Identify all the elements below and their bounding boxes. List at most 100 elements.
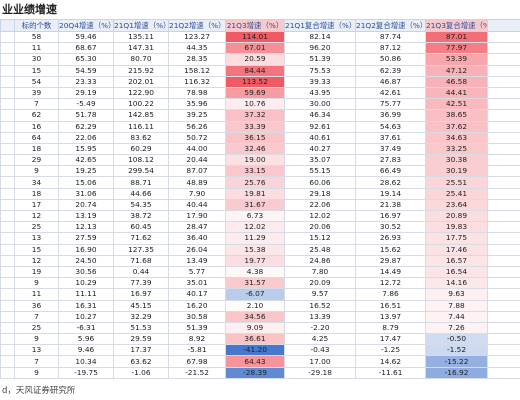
- table-row: 13 27.59 71.62 36.40 11.29 15.12 26.93 17.75: [0, 232, 520, 245]
- table-row: 12 13.19 38.72 17.90 6.73 12.02 16.97 20.89: [0, 209, 520, 223]
- table-row: 9 10.29 77.39 35.01 31.57 20.09 12.72 14.16: [0, 277, 520, 290]
- row-label: [0, 131, 15, 144]
- cell: 9: [14, 366, 59, 379]
- cell: 35.07: [284, 154, 356, 167]
- cell: 11.11: [58, 288, 114, 301]
- cell: 19.14: [355, 187, 426, 200]
- cell: [487, 165, 520, 178]
- cell: 7.88: [425, 299, 488, 312]
- cell: 33.15: [225, 165, 285, 178]
- cell: 50.72: [168, 131, 226, 144]
- table-row: 7 -5.49 100.22 35.96 10.76 30.00 75.77 42.51: [0, 98, 520, 111]
- cell: [487, 254, 520, 267]
- cell: 67.01: [225, 42, 285, 55]
- cell: 51.39: [168, 321, 226, 335]
- cell: 17.37: [113, 344, 169, 357]
- cell: [487, 30, 520, 44]
- cell: 33.39: [225, 120, 285, 133]
- cell: 31.57: [225, 277, 285, 290]
- cell: 9: [14, 333, 59, 346]
- cell: 88.71: [113, 176, 169, 189]
- cell: 4.38: [225, 265, 285, 279]
- cell: [487, 310, 520, 323]
- cell: [487, 142, 520, 156]
- cell: -0.43: [284, 344, 356, 357]
- cell: 17.47: [355, 333, 426, 346]
- cell: 31.06: [58, 187, 114, 200]
- cell: 17.75: [425, 232, 488, 245]
- cell: 27.83: [355, 154, 426, 167]
- cell: 51.78: [58, 109, 114, 122]
- cell: [487, 154, 520, 167]
- cell: [487, 277, 520, 290]
- cell: 39: [14, 86, 59, 100]
- cell: 29.59: [113, 333, 169, 346]
- cell: [487, 299, 520, 312]
- row-label: [0, 221, 15, 234]
- cell: [487, 209, 520, 223]
- cell: 29.19: [58, 86, 114, 100]
- cell: 36.15: [225, 131, 285, 144]
- header-cell: 21Q2增速（%）: [168, 19, 226, 32]
- cell: 14.49: [355, 265, 426, 279]
- cell: 36.61: [225, 333, 285, 346]
- cell: 18: [14, 187, 59, 200]
- cell: 37.32: [225, 109, 285, 122]
- cell: 30: [14, 53, 59, 66]
- header-cell: [487, 19, 520, 32]
- cell: 30.58: [168, 310, 226, 323]
- cell: 46.87: [355, 75, 426, 88]
- table-row: 9 5.96 29.59 8.92 36.61 4.25 17.47 -0.50: [0, 333, 520, 346]
- cell: 51.39: [284, 53, 356, 66]
- cell: 10.34: [58, 355, 114, 368]
- cell: [487, 53, 520, 66]
- cell: 59.69: [225, 86, 285, 100]
- cell: 7: [14, 310, 59, 323]
- cell: 23.33: [58, 75, 114, 88]
- table-row: 9 19.25 299.54 87.07 33.15 55.15 66.49 30.19: [0, 165, 520, 178]
- cell: 15: [14, 243, 59, 256]
- row-label: [0, 53, 15, 66]
- cell: 16.31: [58, 299, 114, 312]
- row-label: [0, 209, 15, 223]
- cell: 16.20: [168, 299, 226, 312]
- header-cell: 21Q1增速（%）: [113, 19, 169, 32]
- cell: 30.56: [58, 265, 114, 279]
- row-label: [0, 321, 15, 335]
- row-label: [0, 42, 15, 55]
- cell: [487, 86, 520, 100]
- row-label: [0, 277, 15, 290]
- cell: 46.34: [284, 109, 356, 122]
- cell: 19.77: [225, 254, 285, 267]
- cell: 127.35: [113, 243, 169, 256]
- cell: 4.25: [284, 333, 356, 346]
- table-row: 25 -6.31 51.53 51.39 9.09 -2.20 8.79 7.26: [0, 321, 520, 335]
- cell: 20.89: [425, 209, 488, 223]
- cell: 34.56: [225, 310, 285, 323]
- cell: 9.09: [225, 321, 285, 335]
- cell: 87.07: [168, 165, 226, 178]
- cell: 12.02: [284, 209, 356, 223]
- cell: 40.17: [168, 288, 226, 301]
- cell: -6.31: [58, 321, 114, 335]
- cell: 13.97: [355, 310, 426, 323]
- cell: -5.81: [168, 344, 226, 357]
- table-body: 58 59.46 135.11 123.27 114.01 82.14 87.74 87.01…: [0, 30, 520, 379]
- cell: 66.49: [355, 165, 426, 178]
- row-label: [0, 109, 15, 122]
- cell: 62.39: [355, 64, 426, 77]
- table-row: 16 62.29 116.11 56.26 33.39 92.61 54.63 37.62: [0, 120, 520, 133]
- row-label: [0, 288, 15, 301]
- cell: 60.45: [113, 221, 169, 234]
- cell: [487, 75, 520, 88]
- cell: -11.61: [355, 366, 426, 379]
- row-label: [0, 198, 15, 212]
- table-row: 25 12.13 60.45 28.47 12.02 20.06 30.52 19.83: [0, 221, 520, 234]
- cell: 18: [14, 142, 59, 156]
- cell: -28.39: [225, 366, 285, 379]
- cell: 44.66: [113, 187, 169, 200]
- table-row: 30 65.30 80.70 28.35 20.59 51.39 50.86 53.39: [0, 53, 520, 66]
- cell: [487, 344, 520, 357]
- cell: 92.61: [284, 120, 356, 133]
- cell: 62: [14, 109, 59, 122]
